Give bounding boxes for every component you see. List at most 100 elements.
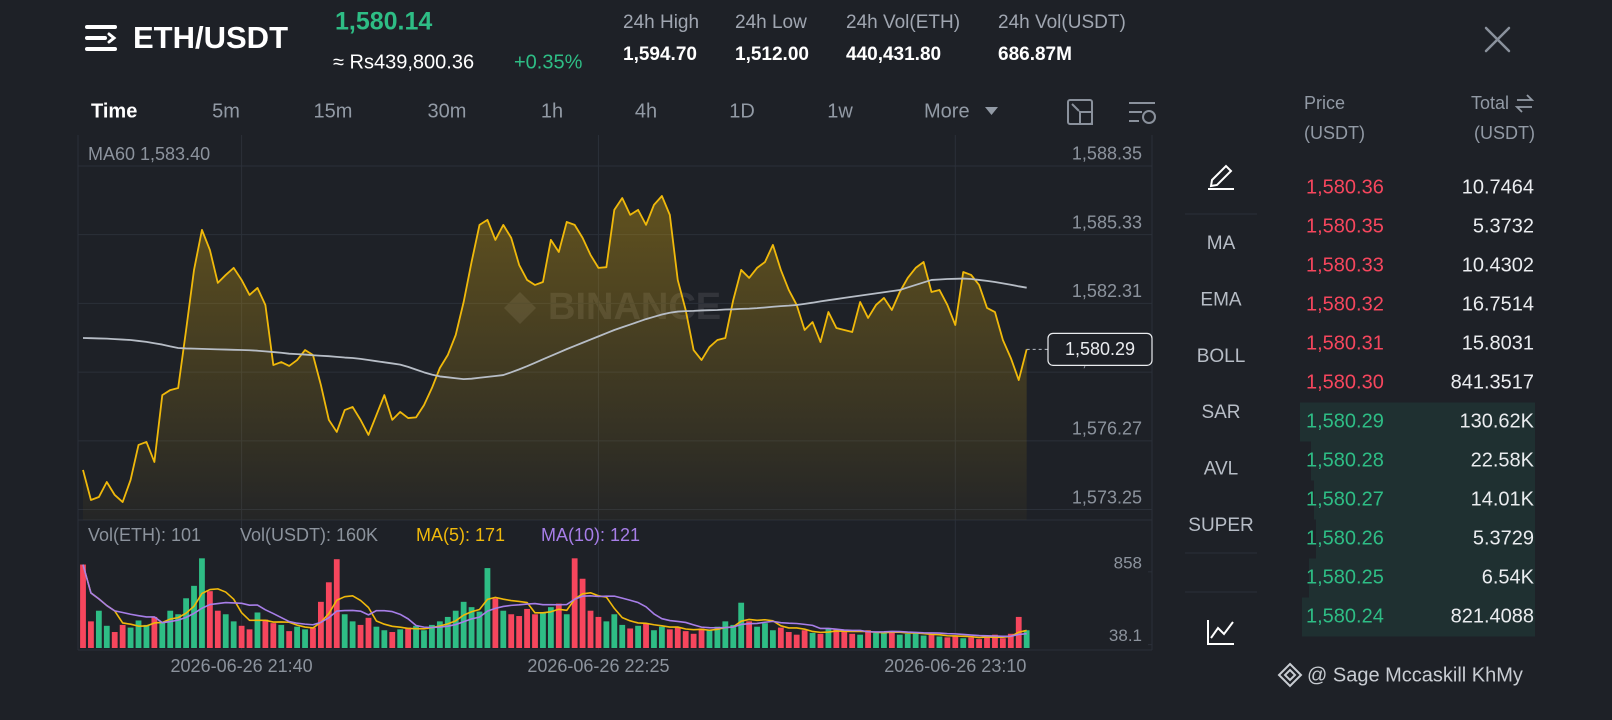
interval-tab[interactable]: 1h (541, 100, 563, 122)
volume-bar (95, 610, 102, 648)
stat-value: 1,594.70 (623, 44, 697, 65)
book-price[interactable]: 1,580.33 (1306, 254, 1384, 276)
indicator-button[interactable]: MA (1207, 233, 1236, 254)
volume-bar (88, 621, 94, 648)
volume-bar (286, 631, 293, 648)
y-tick-label: 1,585.33 (1072, 212, 1142, 232)
indicator-button[interactable]: BOLL (1197, 346, 1246, 367)
volume-bar (722, 621, 729, 648)
plot: 2026-06-26 21:40 2026-06-26 22:25 2026-06-… (78, 135, 1153, 676)
book-total[interactable]: 821.4088 (1451, 605, 1534, 627)
volume-bar (912, 632, 919, 648)
volume-bar (706, 630, 713, 648)
last-price: 1,580.14 (335, 8, 432, 36)
volume-bar (436, 621, 443, 648)
book-total[interactable]: 5.3732 (1473, 215, 1534, 237)
stat-value: 686.87M (998, 44, 1072, 65)
volume-bar (825, 628, 832, 648)
book-price[interactable]: 1,580.31 (1306, 332, 1384, 354)
book-total[interactable]: 14.01K (1471, 488, 1535, 510)
volume-bar (801, 630, 808, 648)
volume-bar (579, 578, 586, 648)
chart-type-icon[interactable] (1207, 620, 1234, 645)
volume-bar (318, 601, 324, 648)
book-price[interactable]: 1,580.27 (1306, 488, 1384, 510)
interval-tab[interactable]: 1w (827, 100, 853, 122)
credit-logo (1277, 662, 1303, 688)
volume-bar (746, 621, 753, 648)
interval-tab[interactable]: 4h (635, 100, 657, 122)
volume-bar (389, 632, 396, 648)
book-total[interactable]: 15.8031 (1462, 332, 1534, 354)
interval-tab[interactable]: 5m (212, 100, 240, 122)
close-button[interactable] (1484, 26, 1511, 53)
indicator-button[interactable]: SUPER (1188, 515, 1253, 536)
volume-bar (111, 632, 118, 648)
volume-bar (452, 610, 459, 648)
volume-bar (199, 558, 205, 648)
book-price[interactable]: 1,580.26 (1306, 527, 1384, 549)
legend-annotation: Vol(USDT): 160K (240, 525, 378, 545)
volume-bar (103, 625, 110, 648)
legend-entry: MA(5): 171 (416, 525, 505, 545)
book-price[interactable]: 1,580.35 (1306, 215, 1384, 237)
volume-bar (587, 610, 594, 648)
volume-bar (341, 614, 348, 648)
volume-bar (960, 638, 967, 648)
volume-bar (785, 632, 792, 648)
volume-bar (532, 614, 538, 648)
settings-icon[interactable] (1129, 102, 1156, 124)
interval-tab[interactable]: 1D (729, 100, 755, 122)
book-price[interactable]: 1,580.30 (1306, 371, 1384, 393)
menu-button[interactable] (85, 25, 117, 51)
book-price[interactable]: 1,580.32 (1306, 293, 1384, 315)
volume-bar (206, 591, 213, 648)
fiat-price: ≈ Rs439,800.36 (333, 51, 474, 73)
draw-tool[interactable] (1208, 164, 1234, 190)
volume-bar (547, 607, 554, 648)
volume-bar (373, 626, 380, 648)
book-total[interactable]: 130.62K (1459, 410, 1534, 432)
interval-tab[interactable]: 15m (314, 100, 353, 122)
stats: 24h High 1,594.70 24h Low 1,512.00 24h Vol(E… (623, 12, 1126, 65)
book-total[interactable]: 16.7514 (1462, 293, 1534, 315)
book-total[interactable]: 10.7464 (1462, 176, 1534, 198)
book-total[interactable]: 841.3517 (1451, 371, 1534, 393)
book-price[interactable]: 1,580.29 (1306, 410, 1384, 432)
book-total[interactable]: 22.58K (1471, 449, 1535, 471)
total-toggle-icon[interactable] (1514, 94, 1535, 113)
price-change: +0.35% (514, 51, 583, 73)
volume-bar (151, 616, 158, 648)
indicator-button[interactable]: SAR (1201, 402, 1240, 423)
volume-bar (413, 625, 419, 648)
volume-bar (762, 623, 768, 648)
y-tick-label: 1,588.35 (1072, 144, 1142, 164)
volume-bar (611, 614, 618, 648)
volume-bar (357, 624, 364, 648)
volume-bar (397, 629, 404, 648)
interval-tab[interactable]: More (924, 100, 970, 122)
book-price[interactable]: 1,580.28 (1306, 449, 1384, 471)
interval-tab[interactable]: Time (91, 100, 137, 122)
column-header: Total (1471, 93, 1509, 113)
interval-tabs: Time 5m 15m 30m 1h 4h 1D 1w More (91, 100, 970, 122)
book-price[interactable]: 1,580.24 (1306, 605, 1384, 627)
volume-bar (222, 614, 229, 648)
volume-bar (627, 628, 634, 648)
book-total[interactable]: 6.54K (1482, 566, 1535, 588)
volume-bar (214, 610, 221, 648)
indicator-button[interactable]: AVL (1204, 459, 1239, 480)
book-total[interactable]: 10.4302 (1462, 254, 1534, 276)
order-book: Price (USDT) Total (USDT) 1,580.36 10.7464 1,5… (1300, 93, 1535, 637)
indicator-button[interactable]: EMA (1200, 289, 1242, 310)
y-tick-label: 1,576.27 (1072, 419, 1142, 439)
volume-bar (635, 625, 641, 648)
book-price[interactable]: 1,580.25 (1306, 566, 1384, 588)
volume-bar (1023, 630, 1030, 648)
interval-tab[interactable]: 30m (428, 100, 467, 122)
volume-bar (873, 632, 879, 648)
book-total[interactable]: 5.3729 (1473, 527, 1534, 549)
book-price[interactable]: 1,580.36 (1306, 176, 1384, 198)
fullscreen-icon[interactable] (1067, 99, 1093, 125)
